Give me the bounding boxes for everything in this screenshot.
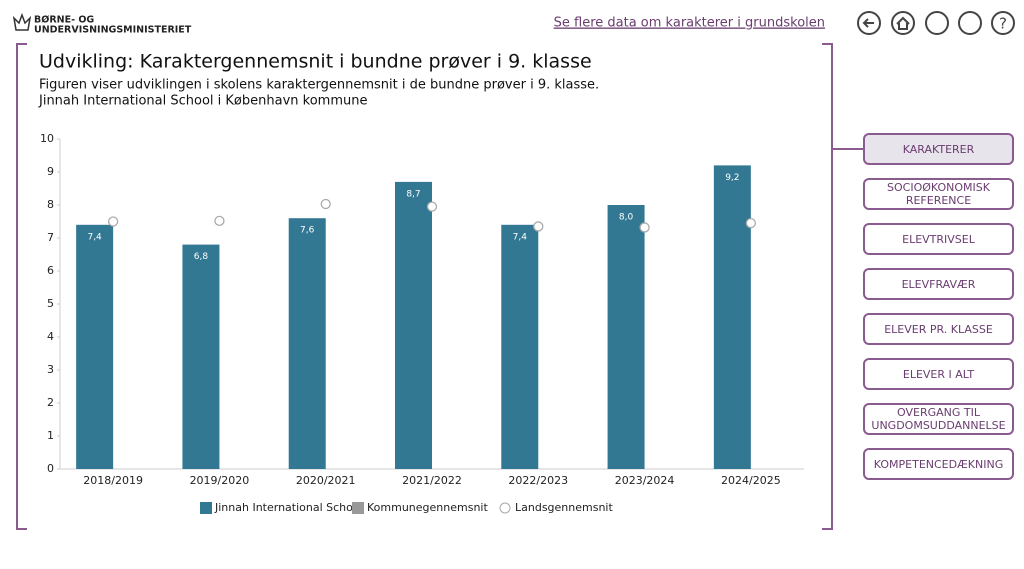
back-button[interactable] bbox=[857, 11, 881, 35]
average-marker bbox=[745, 217, 757, 229]
average-marker bbox=[214, 215, 225, 226]
nav-button[interactable]: SOCIOØKONOMISK REFERENCE bbox=[863, 178, 1014, 210]
y-tick-label: 5 bbox=[47, 297, 54, 310]
nav-button[interactable]: KOMPETENCEDÆKNING bbox=[863, 448, 1014, 480]
x-tick-label: 2023/2024 bbox=[615, 474, 675, 487]
average-marker bbox=[639, 222, 650, 233]
nav-button[interactable]: ELEVTRIVSEL bbox=[863, 223, 1014, 255]
y-tick-label: 0 bbox=[47, 462, 54, 475]
pdf-button[interactable] bbox=[958, 11, 982, 35]
chart-subtitle: Figuren viser udviklingen i skolens kara… bbox=[39, 78, 599, 93]
x-tick-label: 2022/2023 bbox=[508, 474, 568, 487]
x-tick-label: 2021/2022 bbox=[402, 474, 462, 487]
value-label: 8,0 bbox=[619, 213, 634, 223]
average-marker bbox=[426, 201, 438, 212]
y-tick-label: 4 bbox=[47, 330, 54, 343]
x-tick-label: 2020/2021 bbox=[296, 474, 356, 487]
average-marker bbox=[107, 216, 119, 227]
value-label: 8,7 bbox=[406, 189, 420, 199]
home-button[interactable] bbox=[891, 11, 915, 35]
y-tick-label: 8 bbox=[47, 198, 54, 211]
chart-title: Udvikling: Karaktergennemsnit i bundne p… bbox=[39, 51, 592, 73]
value-label: 9,2 bbox=[725, 173, 739, 183]
value-label: 7,6 bbox=[300, 226, 315, 236]
nav-button[interactable]: ELEVER I ALT bbox=[863, 358, 1014, 390]
bar bbox=[76, 224, 114, 469]
y-tick-label: 6 bbox=[47, 264, 54, 277]
globe-button[interactable] bbox=[925, 11, 949, 35]
nav-button[interactable]: OVERGANG TIL UNGDOMSUDDANNELSE bbox=[863, 403, 1014, 435]
bar bbox=[288, 218, 326, 469]
bar bbox=[182, 244, 220, 469]
frame bbox=[16, 43, 863, 530]
bar bbox=[501, 224, 539, 469]
value-label: 7,4 bbox=[513, 232, 528, 242]
nav-button[interactable]: ELEVFRAVÆR bbox=[863, 268, 1014, 300]
legend-swatch bbox=[200, 502, 212, 514]
data-link[interactable]: Se flere data om karakterer i grundskole… bbox=[554, 16, 825, 31]
y-tick-label: 9 bbox=[47, 165, 54, 178]
nav-button[interactable]: KARAKTERER bbox=[863, 133, 1014, 165]
bar bbox=[395, 181, 432, 469]
svg-text:?: ? bbox=[999, 15, 1007, 33]
y-tick-label: 1 bbox=[47, 429, 54, 442]
x-tick-label: 2024/2025 bbox=[721, 474, 781, 487]
y-tick-label: 3 bbox=[47, 363, 54, 376]
average-marker bbox=[533, 221, 544, 232]
average-marker bbox=[320, 198, 331, 210]
legend-label: Kommunegennemsnit bbox=[367, 501, 488, 514]
logo-text: UNDERVISNINGSMINISTERIET bbox=[34, 25, 192, 36]
nav-button[interactable]: ELEVER PR. KLASSE bbox=[863, 313, 1014, 345]
legend-label: Jinnah International School bbox=[214, 501, 363, 514]
toolbar-icons: ? bbox=[857, 11, 1015, 35]
x-tick-label: 2018/2019 bbox=[83, 474, 143, 487]
value-label: 7,4 bbox=[87, 232, 102, 242]
y-tick-label: 2 bbox=[47, 396, 54, 409]
logo-text: BØRNE- OG bbox=[34, 15, 94, 26]
y-tick-label: 7 bbox=[47, 231, 54, 244]
legend-label: Landsgennemsnit bbox=[515, 501, 613, 514]
y-tick-label: 10 bbox=[40, 132, 54, 145]
x-tick-label: 2019/2020 bbox=[190, 474, 250, 487]
bar bbox=[713, 165, 751, 469]
value-label: 6,8 bbox=[194, 252, 209, 262]
legend-swatch bbox=[499, 502, 511, 514]
bar bbox=[607, 205, 645, 469]
chart-subtitle: Jinnah International School i København … bbox=[38, 94, 367, 109]
legend-swatch bbox=[352, 502, 364, 514]
help-button[interactable] bbox=[991, 11, 1015, 35]
logo: BØRNE- OG UNDERVISNINGSMINISTERIET bbox=[12, 12, 192, 36]
